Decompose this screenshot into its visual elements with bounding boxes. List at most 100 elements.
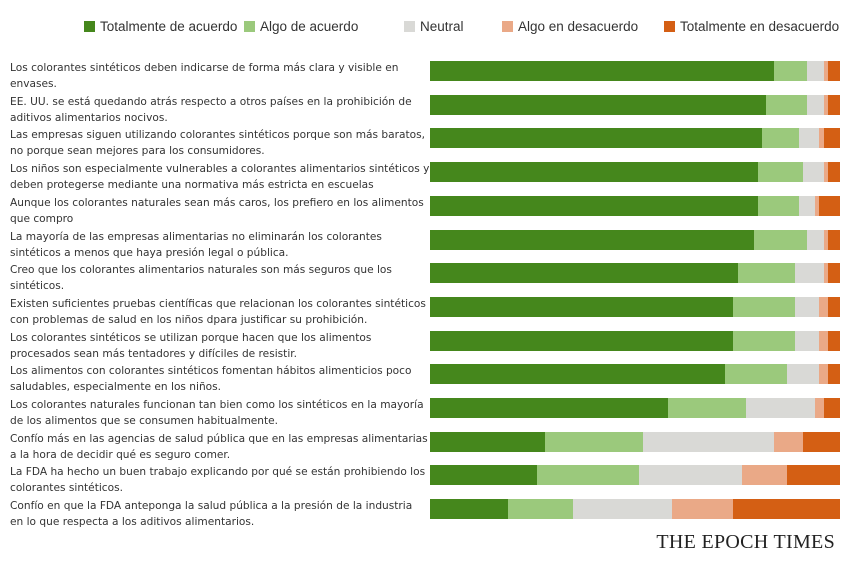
bar-segment — [827, 229, 840, 250]
bar-segment — [794, 330, 820, 351]
bar-segment — [733, 330, 795, 351]
stacked-bar — [430, 61, 840, 81]
bar-segment — [430, 195, 758, 216]
bar-segment — [430, 229, 754, 250]
category-label: Existen suficientes pruebas científicas … — [10, 296, 430, 328]
category-label-line: aditivos alimentarios nocivos. — [10, 111, 168, 124]
bar-segment — [823, 263, 828, 284]
bar-segment — [823, 162, 828, 183]
bar-segment — [733, 296, 795, 317]
bar-segment — [827, 162, 840, 183]
bar-segment — [786, 465, 840, 486]
bar-segment — [733, 499, 840, 520]
bar-segment — [430, 499, 508, 520]
stacked-bar — [430, 128, 840, 149]
category-label: Los colorantes sintéticos se utilizan po… — [10, 330, 430, 362]
bar-segment — [827, 364, 840, 385]
bar-segment — [774, 61, 808, 81]
bar-segment — [823, 398, 840, 418]
bar-segment — [758, 195, 799, 216]
bar-segment — [573, 499, 672, 520]
bar-segment — [819, 330, 828, 351]
bar-segment — [430, 465, 537, 486]
bar-segment — [671, 499, 734, 520]
stacked-bar — [430, 499, 840, 520]
bar-segment — [823, 128, 840, 149]
legend-item: Totalmente de acuerdo — [84, 19, 237, 34]
category-label: Las empresas siguen utilizando colorante… — [10, 127, 430, 159]
bar-segment — [762, 128, 799, 149]
bar-segment — [823, 229, 828, 250]
legend: Totalmente de acuerdo Algo de acuerdo Neut… — [84, 19, 860, 37]
category-label: Los alimentos con colorantes sintéticos … — [10, 363, 430, 395]
category-label: Los colorantes naturales funcionan tan b… — [10, 397, 430, 429]
category-label-line: Confío más en las agencias de salud públ… — [10, 432, 428, 445]
category-label: Los niños son especialmente vulnerables … — [10, 161, 430, 193]
category-label-line: Aunque los colorantes naturales sean más… — [10, 196, 424, 209]
bar-segment — [430, 431, 545, 452]
bar-segment — [667, 398, 746, 418]
stacked-bar — [430, 431, 840, 452]
legend-swatch — [244, 21, 255, 32]
category-label: Confío en que la FDA anteponga la salud … — [10, 498, 430, 530]
bar-segment — [430, 398, 668, 418]
bar-segment — [786, 364, 820, 385]
bar-segment — [643, 431, 775, 452]
legend-label: Algo de acuerdo — [260, 19, 359, 34]
bar-segment — [766, 94, 808, 115]
bar-segment — [745, 398, 816, 418]
bar-segment — [430, 162, 758, 183]
bar-segment — [819, 195, 840, 216]
bar-segment — [823, 94, 828, 115]
category-label-line: procesados sean más tentadores y difícil… — [10, 347, 298, 360]
category-label-line: Confío en que la FDA anteponga la salud … — [10, 500, 413, 513]
legend-swatch — [84, 21, 95, 32]
legend-swatch — [502, 21, 513, 32]
bar-segment — [725, 364, 787, 385]
bar-segment — [794, 263, 824, 284]
stacked-bar — [430, 364, 840, 385]
epoch-times-logo: THE EPOCH TIMES — [656, 531, 835, 553]
stacked-bar — [430, 162, 840, 183]
category-label-line: a la hora de decidir qué es seguro comer… — [10, 448, 231, 461]
legend-label: Algo en desacuerdo — [518, 19, 639, 34]
bar-segment — [827, 61, 840, 81]
bar-segment — [430, 296, 734, 317]
category-label-line: Los alimentos con colorantes sintéticos … — [10, 365, 412, 378]
category-label-line: La mayoría de las empresas alimentarias … — [10, 230, 382, 243]
category-label-line: Los colorantes naturales funcionan tan b… — [10, 399, 424, 411]
category-label-line: colorantes sintéticos. — [10, 482, 123, 495]
legend-item: Totalmente en desacuerdo — [664, 19, 839, 34]
bar-segment — [430, 61, 775, 81]
stacked-bar — [430, 296, 840, 317]
bar-segment — [827, 296, 840, 317]
category-label-line: sintéticos a menos que haya presión lega… — [10, 246, 289, 259]
category-label-line: EE. UU. se está quedando atrás respecto … — [10, 95, 412, 108]
category-label-line: sintéticos. — [10, 280, 65, 293]
legend-label: Totalmente en desacuerdo — [680, 19, 840, 34]
bar-segment — [639, 465, 742, 486]
legend-swatch — [404, 21, 415, 32]
bar-segment — [430, 94, 767, 115]
bar-segment — [819, 128, 824, 149]
category-label: Confío más en las agencias de salud públ… — [10, 431, 430, 463]
category-label-line: no porque sean mejores para los consumid… — [10, 145, 265, 158]
category-label: La FDA ha hecho un buen trabajo explican… — [10, 464, 430, 496]
bar-segment — [430, 364, 726, 385]
bar-segment — [819, 296, 828, 317]
category-label-line: saludables, especialmente en los niños. — [10, 381, 222, 394]
bar-segment — [430, 263, 738, 284]
bar-segment — [803, 162, 824, 183]
category-label-line: Creo que los colorantes alimentarios nat… — [10, 264, 392, 277]
category-label-line: deben protegerse mediante una normativa … — [10, 179, 374, 192]
bar-segment — [815, 195, 820, 216]
legend-item: Algo en desacuerdo — [502, 19, 638, 34]
category-label: La mayoría de las empresas alimentarias … — [10, 229, 430, 261]
legend-item: Neutral — [404, 19, 464, 34]
bar-segment — [823, 61, 828, 81]
bar-segment — [815, 398, 824, 418]
bar-segment — [827, 263, 840, 284]
stacked-bar — [430, 398, 840, 418]
stacked-bar — [430, 465, 840, 486]
